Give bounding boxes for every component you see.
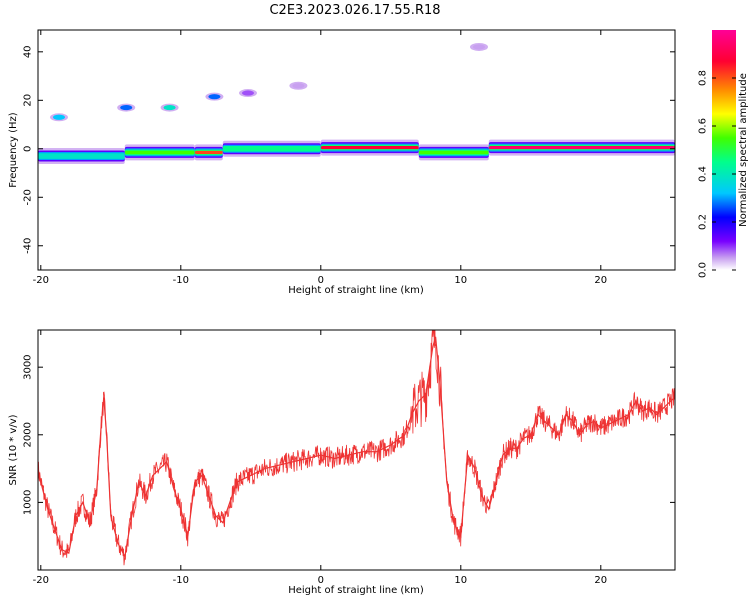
y-tick-label: 3000 (23, 354, 34, 379)
spectrogram-blob (242, 90, 254, 96)
colorbar-tick-label: 0.4 (698, 166, 709, 182)
y-tick-label: 2000 (23, 422, 34, 447)
x-tick-label: -10 (173, 575, 189, 586)
colorbar-tick-label: 0.8 (698, 70, 709, 86)
spectrogram-blob (292, 83, 305, 89)
x-tick-label: 20 (594, 275, 607, 286)
figure-title: C2E3.2023.026.17.55.R18 (269, 3, 440, 18)
snr-panel: -20 -10 0 10 20 1000 2000 3000 Height of strai… (8, 329, 676, 596)
y-tick-label: -20 (23, 189, 34, 205)
colorbar-tick-label: 0.2 (698, 214, 709, 230)
snr-x-ticks: -20 -10 0 10 20 (33, 330, 607, 586)
spectrogram-blob (163, 104, 176, 111)
snr-marks (38, 330, 675, 566)
ridge-segment-band (488, 145, 675, 150)
x-tick-label: -20 (33, 275, 49, 286)
spectrogram-blob (473, 44, 485, 50)
y-tick-label: 20 (23, 94, 34, 107)
ridge-segment-band (222, 147, 321, 151)
spectrogram-marks (38, 42, 675, 165)
y-tick-label: -40 (23, 238, 34, 254)
ridge-segment-band (320, 145, 419, 150)
spectrogram-x-label: Height of straight line (km) (288, 285, 424, 296)
y-tick-label: 0 (23, 146, 34, 152)
ridge-segment-band (124, 150, 195, 155)
ridge-segment-band (194, 150, 223, 155)
snr-y-label: SNR (10 * v/v) (8, 414, 19, 485)
x-tick-label: 20 (594, 575, 607, 586)
spectrogram-frame (37, 29, 676, 271)
x-tick-label: 0 (318, 575, 324, 586)
colorbar-tick-label: 0.6 (698, 118, 709, 134)
x-tick-label: -20 (33, 575, 49, 586)
colorbar-gradient (712, 30, 736, 270)
snr-x-label: Height of straight line (km) (288, 585, 424, 596)
x-tick-label: 10 (454, 275, 467, 286)
ridge-segment-band (418, 150, 489, 155)
spectrogram-blob (120, 104, 133, 111)
y-tick-label: 40 (23, 45, 34, 58)
x-tick-label: 0 (318, 275, 324, 286)
colorbar-ticks: 0.0 0.2 0.4 0.6 0.8 (698, 70, 736, 278)
spectrogram-blob (208, 94, 221, 100)
spectrogram-x-ticks: -20 -10 0 10 20 (33, 30, 607, 286)
snr-y-ticks: 1000 2000 3000 (23, 354, 675, 515)
snr-series-line (38, 336, 675, 559)
spectrogram-y-ticks: -40 -20 0 20 40 (23, 45, 675, 254)
snr-frame (37, 329, 676, 571)
x-tick-label: -10 (173, 275, 189, 286)
spectrogram-panel: -20 -10 0 10 20 -40 -20 0 20 40 Height of straig… (8, 29, 676, 296)
colorbar-tick-label: 0.0 (698, 262, 709, 278)
ridge-segment-band (38, 154, 125, 158)
colorbar-label: Normalized spectral amplitude (738, 73, 749, 227)
colorbar: 0.0 0.2 0.4 0.6 0.8 Normalized spectral ampl… (698, 30, 749, 278)
spectrogram-y-label: Frequency (Hz) (8, 112, 19, 188)
x-tick-label: 10 (454, 575, 467, 586)
snr-series-noise (38, 330, 675, 566)
y-tick-label: 1000 (23, 490, 34, 515)
spectrogram-blob (53, 114, 65, 120)
